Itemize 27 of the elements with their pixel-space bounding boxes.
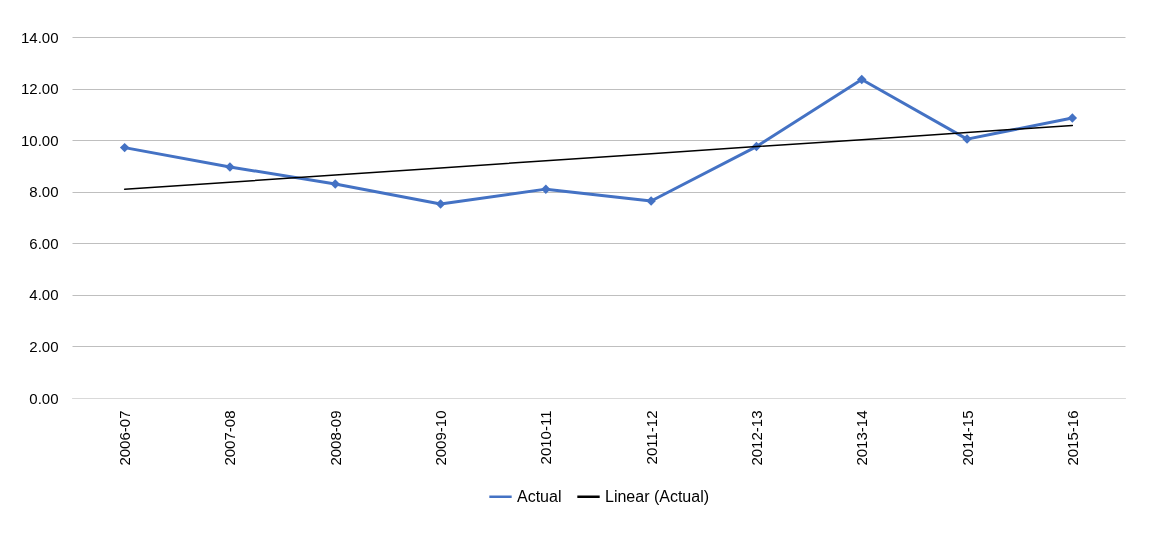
y-tick-label: 4.00: [29, 286, 59, 304]
point: [857, 74, 867, 85]
point: [541, 184, 551, 194]
y-tick-label: 12.00: [20, 80, 59, 98]
point: [119, 142, 130, 153]
x-tick-label: 2009-10: [432, 410, 450, 466]
x-tick-label: 2012-13: [747, 410, 765, 466]
x-tick-label: 2015-16: [1063, 410, 1081, 466]
x-tick-label: 2011-12: [642, 410, 660, 465]
line-series: [123, 124, 1074, 190]
x-tick-label: 2013-14: [853, 410, 871, 466]
x-tick-label: 2006-07: [116, 410, 134, 466]
point: [1067, 113, 1078, 123]
y-tick-label: 10.00: [20, 131, 59, 149]
y-tick-label: 14.00: [20, 28, 59, 46]
y-tick-label: 8.00: [29, 183, 59, 201]
legend-label: Actual: [517, 487, 562, 505]
y-tick-label: 2.00: [29, 337, 59, 355]
x-tick-label: 2008-09: [326, 410, 344, 466]
y-tick-label: 6.00: [29, 234, 59, 252]
legend-label: Linear (Actual): [605, 487, 710, 505]
x-tick-label: 2014-15: [958, 410, 976, 466]
point: [435, 199, 446, 209]
y-tick-label: 0.00: [29, 389, 59, 407]
x-tick-label: 2007-08: [221, 410, 239, 466]
point: [330, 179, 340, 189]
x-tick-label: 2010-11: [537, 410, 555, 465]
